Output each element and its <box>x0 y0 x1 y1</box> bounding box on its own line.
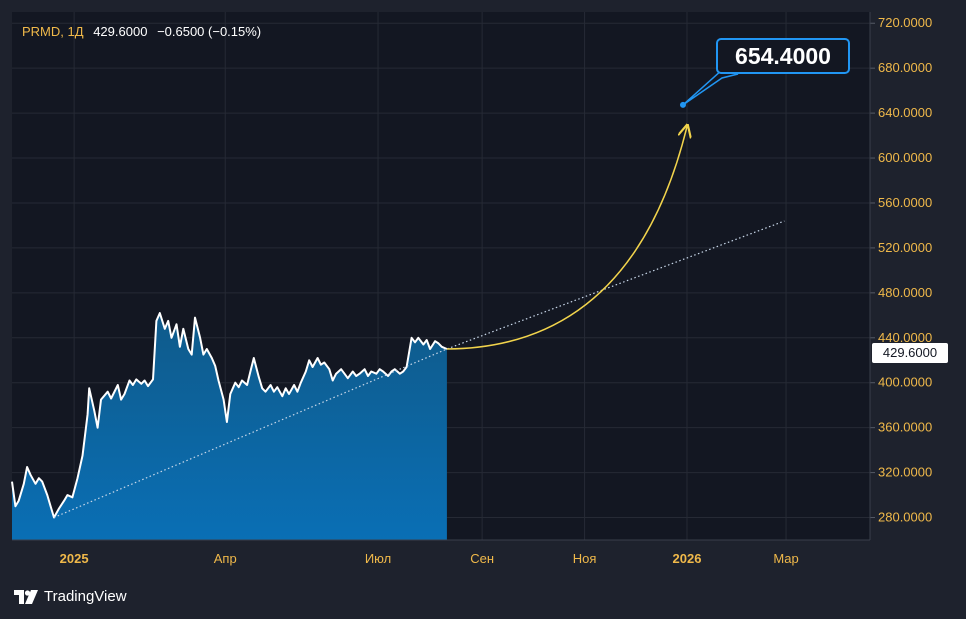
x-axis: 2025 Апр Июл Сен Ноя 2026 Мар <box>12 539 870 566</box>
y-axis: 280.0000 320.0000 360.0000 400.0000 440.0000… <box>869 12 932 540</box>
area-fill <box>12 313 447 540</box>
price-chart[interactable]: 280.0000 320.0000 360.0000 400.0000 440.0000… <box>0 0 966 580</box>
target-price-callout[interactable]: 654.4000 <box>716 38 850 74</box>
y-tick-label: 480.0000 <box>878 285 932 300</box>
price-line <box>11 312 448 519</box>
branding-text: TradingView <box>44 588 127 605</box>
symbol-label: PRMD <box>22 24 61 39</box>
legend-separator: , <box>60 24 64 39</box>
y-tick-label: 560.0000 <box>878 195 932 210</box>
x-tick-label: Ноя <box>573 551 597 566</box>
y-tick-label: 640.0000 <box>878 105 932 120</box>
x-tick-label: 2025 <box>60 551 89 566</box>
target-point <box>679 101 686 108</box>
trend-line <box>53 220 785 519</box>
y-tick-label: 400.0000 <box>878 375 932 390</box>
y-tick-label: 600.0000 <box>878 150 932 165</box>
projection-arrow <box>446 127 687 350</box>
y-tick-label: 680.0000 <box>878 60 932 75</box>
last-price: 429.6000 <box>93 24 148 39</box>
branding[interactable]: TradingView <box>14 588 127 605</box>
y-tick-label: 320.0000 <box>878 465 932 480</box>
price-area <box>11 312 448 540</box>
x-tick-label: Апр <box>214 551 237 566</box>
x-tick-label: Сен <box>470 551 494 566</box>
x-tick-label: Июл <box>365 551 391 566</box>
y-tick-label: 520.0000 <box>878 240 932 255</box>
y-tick-label: 280.0000 <box>878 510 932 525</box>
y-tick-label: 720.0000 <box>878 15 932 30</box>
x-tick-label: Мар <box>773 551 798 566</box>
chart-frame: 280.0000 320.0000 360.0000 400.0000 440.0000… <box>0 0 966 580</box>
last-price-label: 429.6000 <box>872 343 948 363</box>
interval-label: 1Д <box>67 24 84 39</box>
x-tick-label: 2026 <box>673 551 702 566</box>
chart-legend: PRMD, 1Д 429.6000 −0.6500 (−0.15%) <box>22 24 261 39</box>
y-tick-label: 360.0000 <box>878 420 932 435</box>
y-tick-label: 440.0000 <box>878 330 932 345</box>
price-change: −0.6500 (−0.15%) <box>157 24 262 39</box>
tradingview-logo-icon <box>14 589 38 604</box>
